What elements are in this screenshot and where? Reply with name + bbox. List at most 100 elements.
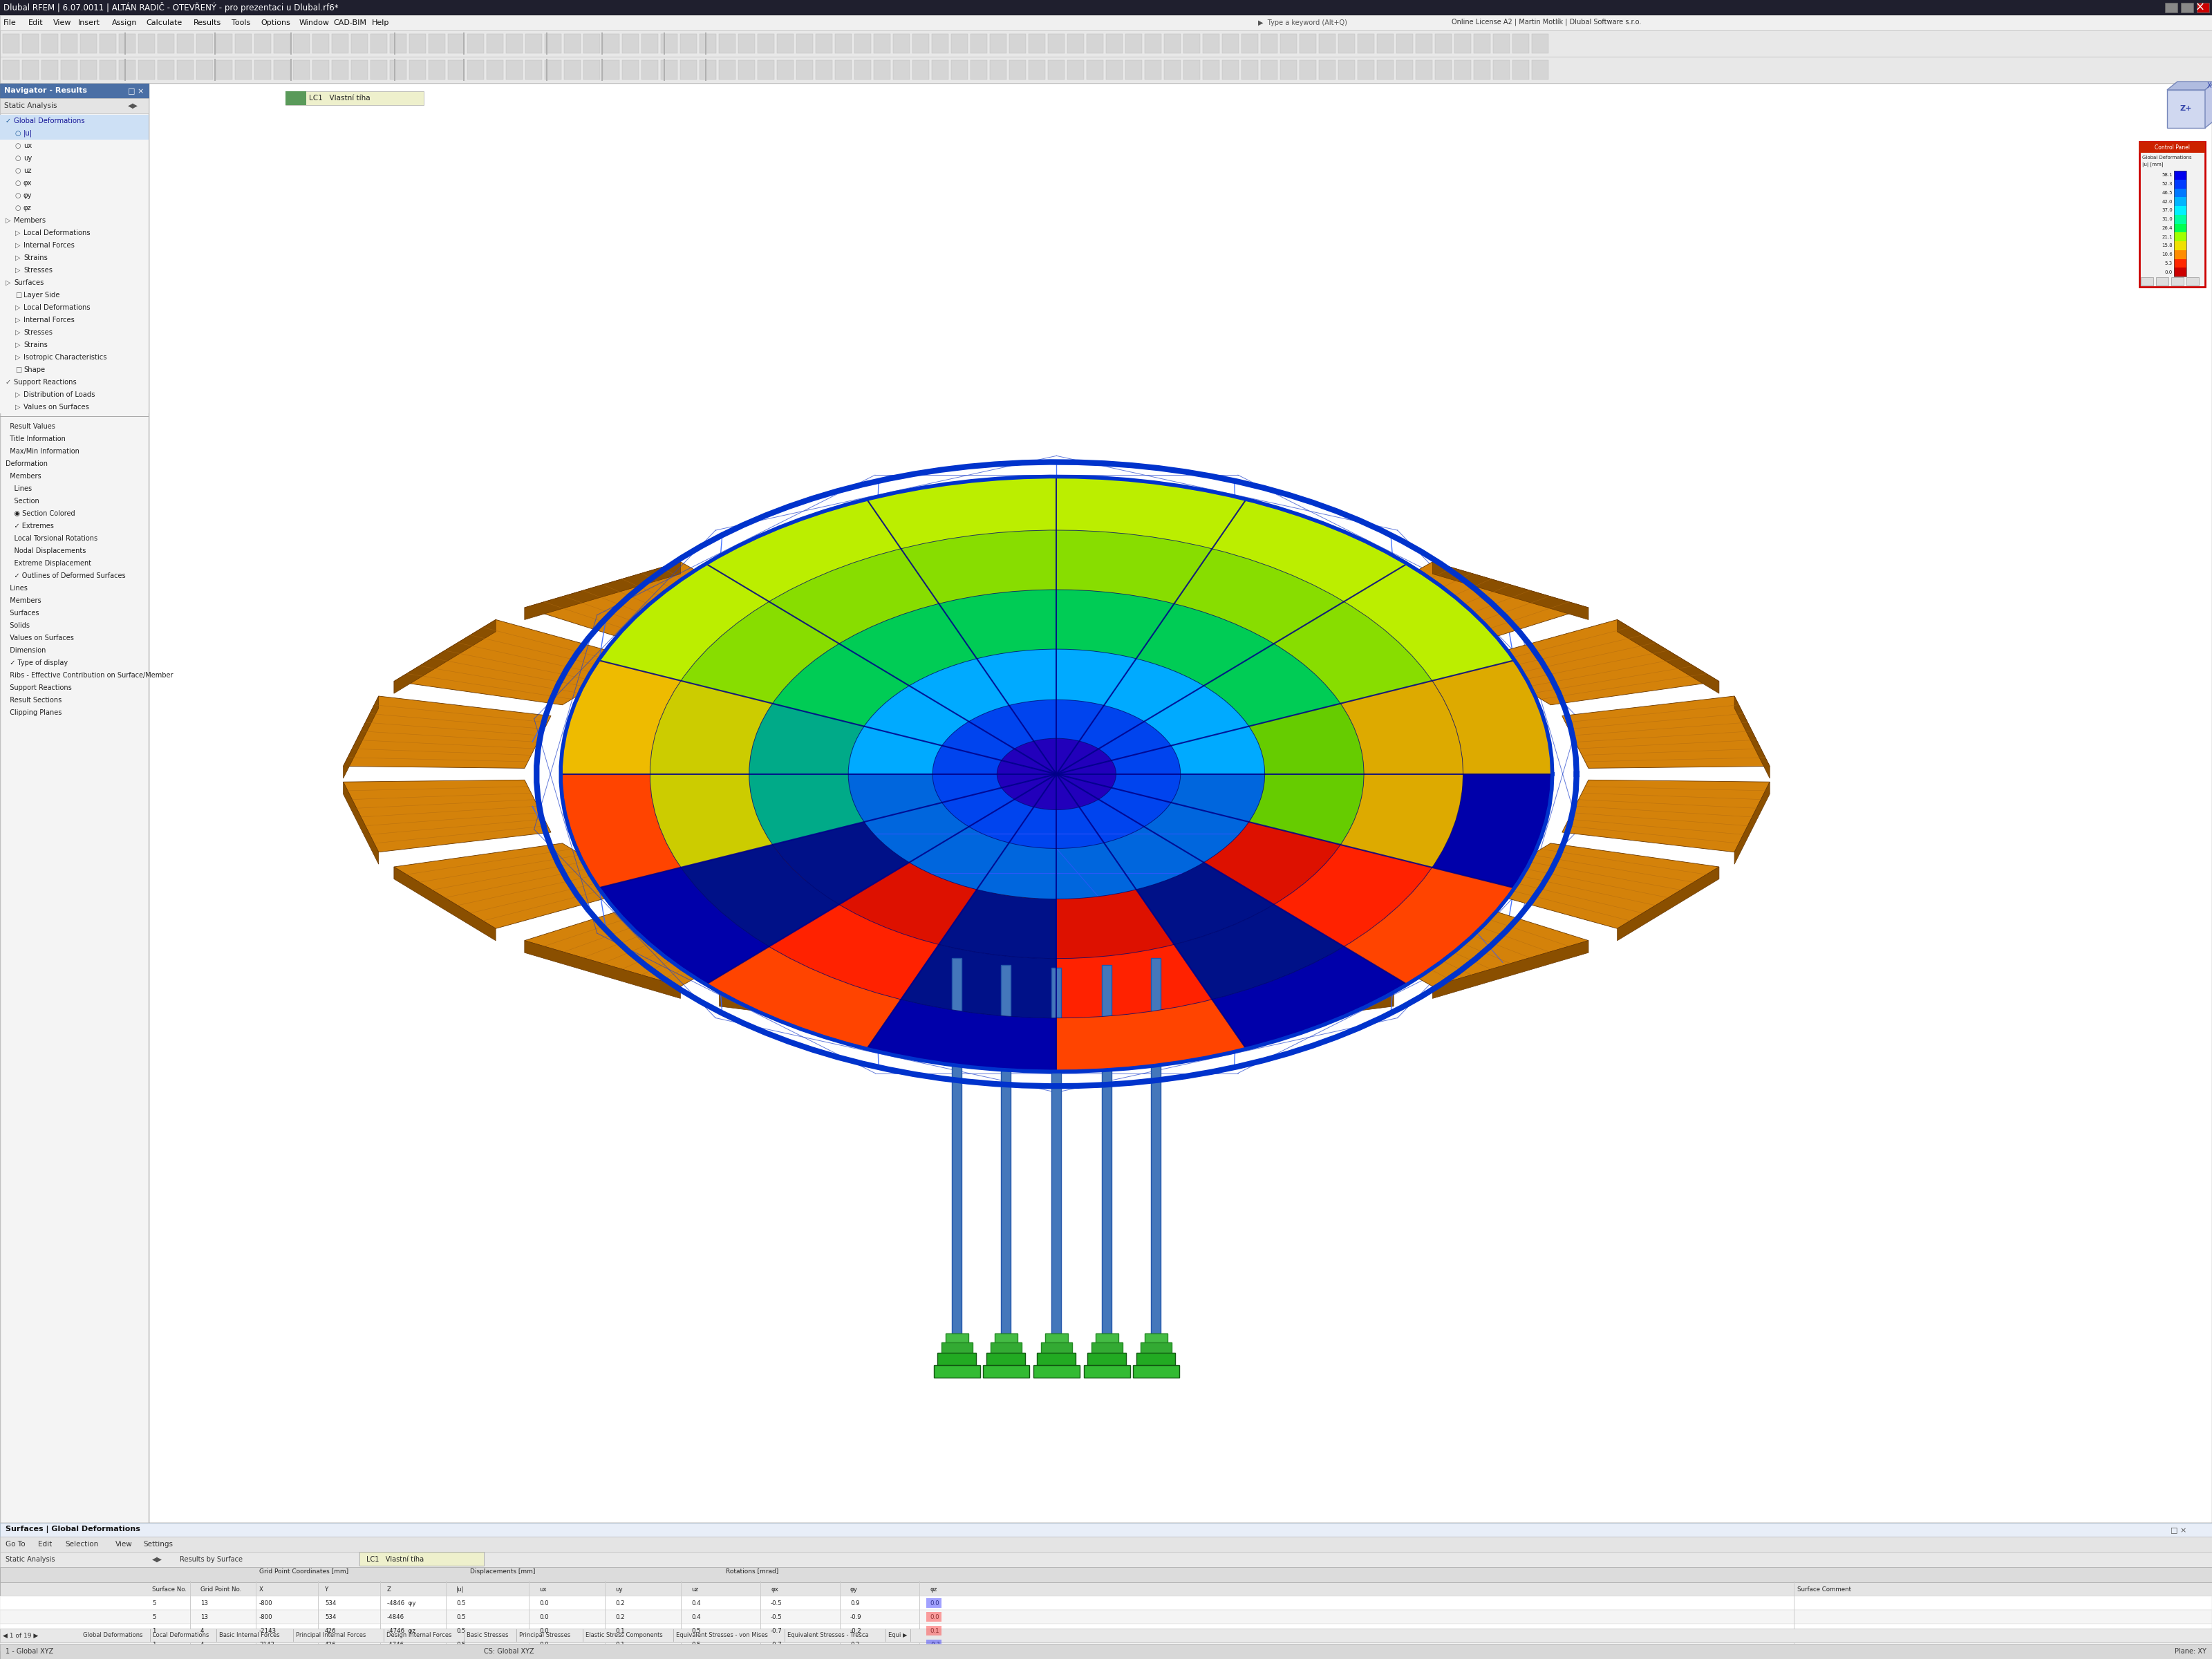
Bar [1493, 60, 1509, 80]
Polygon shape [750, 775, 865, 844]
Text: 0.9: 0.9 [849, 1656, 860, 1659]
Text: Displacements [mm]: Displacements [mm] [469, 1568, 535, 1574]
Bar [661, 33, 677, 53]
Bar [1436, 60, 1451, 80]
Text: 0.0: 0.0 [540, 1641, 549, 1647]
Polygon shape [847, 727, 942, 775]
Bar [1318, 60, 1336, 80]
Text: Lines: Lines [4, 484, 31, 493]
Text: 1: 1 [153, 1641, 155, 1647]
Bar [1358, 33, 1374, 53]
Bar [1009, 33, 1026, 53]
Polygon shape [770, 549, 938, 644]
Bar [0, 264, 148, 277]
Polygon shape [969, 800, 1033, 843]
Bar [622, 33, 639, 53]
Bar [1106, 60, 1124, 80]
Text: Surfaces: Surfaces [4, 609, 40, 617]
Bar [274, 60, 290, 80]
Bar [1102, 966, 1113, 1350]
Text: Support Reactions: Support Reactions [4, 684, 71, 692]
Polygon shape [938, 889, 1057, 959]
Polygon shape [1170, 727, 1265, 775]
Bar [217, 60, 232, 80]
Text: Dlubal RFEM | 6.07.0011 | ALTÁN RADIČ - OTEVŘENÝ - pro prezentaci u Dlubal.rf6*: Dlubal RFEM | 6.07.0011 | ALTÁN RADIČ - … [4, 2, 338, 13]
Bar [1531, 60, 1548, 80]
Text: ○: ○ [15, 192, 22, 199]
Bar [0, 30, 2212, 56]
Bar [1048, 60, 1064, 80]
Text: Equi ▶: Equi ▶ [889, 1632, 907, 1639]
Bar [757, 60, 774, 80]
Bar [1002, 966, 1011, 1350]
Bar [681, 33, 697, 53]
Bar [991, 1342, 1022, 1354]
Text: Settings: Settings [144, 1541, 173, 1548]
Bar [2174, 189, 2185, 197]
Polygon shape [750, 703, 865, 775]
Polygon shape [1431, 775, 1553, 888]
Text: 0.9: 0.9 [849, 1599, 860, 1606]
Polygon shape [1345, 564, 1515, 680]
Bar [796, 33, 814, 53]
Polygon shape [867, 999, 1057, 1072]
Text: Isotropic Characteristics: Isotropic Characteristics [24, 353, 106, 360]
Bar [699, 33, 717, 53]
Text: 426: 426 [325, 1627, 336, 1634]
Polygon shape [1475, 619, 1719, 705]
Text: 0.0: 0.0 [2166, 270, 2172, 274]
Bar [2, 60, 20, 80]
Text: 10.6: 10.6 [2161, 252, 2172, 257]
Text: ▶  Type a keyword (Alt+Q): ▶ Type a keyword (Alt+Q) [1259, 20, 1347, 27]
Polygon shape [1002, 775, 1057, 800]
Text: ✓ Type of display: ✓ Type of display [4, 659, 69, 667]
Text: Global Deformations: Global Deformations [2141, 156, 2192, 159]
Polygon shape [1175, 904, 1345, 999]
Bar [62, 33, 77, 53]
Polygon shape [772, 821, 909, 904]
Text: -2143: -2143 [259, 1627, 276, 1634]
Text: 0.1: 0.1 [615, 1641, 624, 1647]
Text: ux: ux [540, 1586, 546, 1593]
Text: |u|: |u| [456, 1586, 465, 1593]
Text: -800: -800 [259, 1614, 272, 1619]
Bar [1416, 60, 1433, 80]
Bar [1473, 33, 1491, 53]
Text: CAD-BIM: CAD-BIM [334, 20, 367, 27]
Text: LC1   Vlastní tíha: LC1 Vlastní tíha [367, 1556, 425, 1563]
Polygon shape [1104, 659, 1203, 722]
Text: ○: ○ [15, 179, 22, 186]
Text: 1 - Global XYZ: 1 - Global XYZ [4, 1647, 53, 1656]
Bar [2174, 267, 2185, 277]
Bar [989, 893, 1037, 921]
Bar [0, 83, 2212, 1523]
Polygon shape [938, 589, 1057, 659]
Polygon shape [560, 660, 681, 775]
Polygon shape [1057, 775, 1079, 810]
Text: uz: uz [690, 1586, 699, 1593]
Polygon shape [978, 843, 1057, 899]
Polygon shape [956, 528, 1159, 589]
Polygon shape [719, 939, 947, 1019]
Bar [0, 15, 2212, 30]
Bar [1281, 33, 1296, 53]
Bar [0, 239, 148, 252]
Polygon shape [1057, 999, 1245, 1072]
Bar [719, 60, 734, 80]
Polygon shape [770, 904, 938, 999]
Text: Distribution of Loads: Distribution of Loads [24, 392, 95, 398]
Bar [0, 314, 148, 327]
Text: Values on Surfaces: Values on Surfaces [24, 403, 88, 410]
Bar [447, 33, 465, 53]
Polygon shape [1079, 800, 1144, 843]
Bar [409, 33, 425, 53]
Bar [1416, 33, 1433, 53]
Bar [0, 1644, 2212, 1659]
Bar [894, 60, 909, 80]
Bar [2174, 206, 2185, 214]
Text: ○: ○ [15, 129, 22, 136]
Text: Solids: Solids [4, 622, 29, 629]
Bar [332, 33, 349, 53]
Text: Basic Internal Forces: Basic Internal Forces [219, 1632, 279, 1639]
Text: 21.1: 21.1 [2161, 236, 2172, 239]
